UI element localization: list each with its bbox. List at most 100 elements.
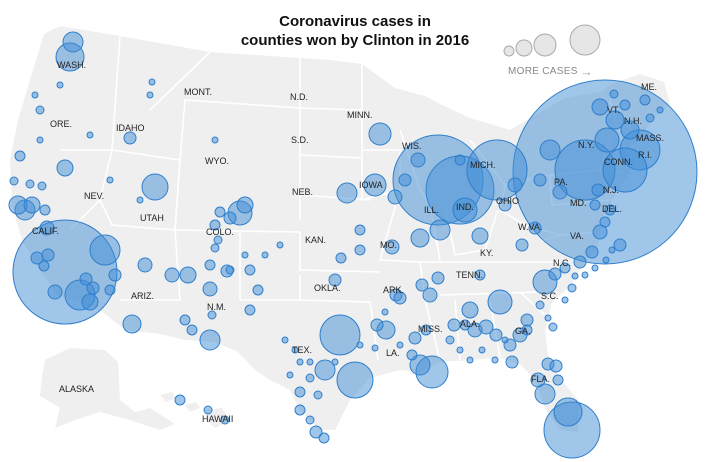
state-label: ME.: [641, 82, 657, 92]
case-bubble: [456, 346, 464, 354]
state-label: DEL.: [602, 204, 622, 214]
state-label: N.D.: [290, 92, 308, 102]
case-bubble: [213, 235, 223, 245]
state-label: CONN.: [604, 157, 633, 167]
state-label: PA.: [554, 177, 568, 187]
legend-arrow: →: [580, 64, 593, 79]
title-line-2: counties won by Clinton in 2016: [240, 32, 470, 49]
state-label: N.M.: [207, 302, 226, 312]
hawaii-island-2: [185, 402, 200, 412]
case-bubble: [571, 272, 579, 280]
case-bubble: [520, 313, 534, 327]
hawaii-island-1: [160, 392, 176, 402]
case-bubble: [594, 127, 620, 153]
case-bubble: [498, 198, 512, 212]
case-bubble: [608, 246, 616, 254]
case-bubble: [544, 314, 552, 322]
case-bubble: [294, 404, 306, 416]
case-bubble: [459, 319, 471, 331]
state-border-line: [299, 299, 379, 361]
case-bubble: [478, 346, 486, 354]
case-bubble: [199, 329, 221, 351]
case-bubble: [602, 256, 610, 264]
case-bubble: [487, 289, 513, 315]
case-bubble: [79, 272, 93, 286]
case-bubble: [207, 310, 217, 320]
case-bubble: [86, 131, 94, 139]
state-label: IND.: [456, 202, 474, 212]
case-bubble: [236, 196, 254, 214]
case-bubble: [620, 120, 640, 140]
case-bubble: [528, 221, 542, 235]
case-bubble: [319, 314, 361, 356]
case-bubble: [478, 319, 494, 335]
case-bubble: [106, 176, 114, 184]
case-bubble: [589, 199, 601, 211]
case-bubble: [203, 405, 213, 415]
case-bubble: [471, 227, 489, 245]
alaska-landmass: [40, 348, 175, 430]
state-label: CALIF.: [32, 226, 59, 236]
case-bubble: [41, 248, 55, 262]
case-bubble: [534, 383, 556, 405]
case-bubble: [86, 281, 100, 295]
case-bubble: [396, 341, 404, 349]
case-bubble: [363, 173, 387, 197]
state-label: S.D.: [291, 135, 309, 145]
case-bubble: [81, 293, 99, 311]
case-bubble: [466, 356, 474, 364]
case-bubble: [491, 356, 499, 364]
case-bubble: [452, 197, 478, 223]
state-label: ALA.: [460, 319, 480, 329]
case-bubble: [645, 113, 655, 123]
case-bubble: [354, 224, 366, 236]
case-bubble: [56, 81, 64, 89]
state-border-line: [519, 291, 546, 316]
case-bubble: [539, 139, 561, 161]
case-bubble: [530, 372, 546, 388]
state-label: IDAHO: [116, 123, 145, 133]
legend-label: MORE CASES: [508, 66, 578, 77]
case-bubble: [505, 355, 519, 369]
case-bubble: [209, 219, 221, 231]
case-bubble: [581, 271, 589, 279]
state-label: WASH.: [57, 60, 86, 70]
case-bubble: [305, 373, 315, 383]
state-label: OHIO: [496, 196, 519, 206]
state-label: WIS.: [402, 141, 422, 151]
case-bubbles: [8, 31, 698, 459]
case-bubble: [410, 228, 430, 248]
state-label: LA.: [386, 348, 400, 358]
state-label: MO.: [380, 240, 397, 250]
case-bubble: [335, 252, 347, 264]
case-bubble: [422, 287, 438, 303]
chart-title: Coronavirus cases in counties won by Cli…: [230, 12, 480, 50]
case-bubble: [420, 324, 432, 336]
state-label: TENN.: [456, 270, 483, 280]
case-bubble: [521, 324, 533, 336]
case-bubble: [210, 243, 220, 253]
case-bubble: [62, 31, 84, 53]
case-bubble: [592, 224, 608, 240]
state-border-line: [424, 299, 441, 361]
case-bubble: [38, 260, 50, 272]
case-bubble: [381, 308, 389, 316]
title-line-1: Coronavirus cases in: [279, 13, 431, 30]
case-bubble: [314, 359, 336, 381]
case-bubble: [552, 374, 564, 386]
case-bubble: [220, 415, 230, 425]
case-bubble: [281, 336, 289, 344]
case-bubble: [354, 244, 366, 256]
case-bubble: [585, 245, 599, 259]
case-bubble: [39, 204, 51, 216]
state-label: ALASKA: [59, 384, 94, 394]
case-bubble: [599, 216, 611, 228]
case-bubble: [591, 183, 605, 197]
case-bubble: [561, 296, 569, 304]
case-bubble: [613, 238, 627, 252]
case-bubble: [204, 259, 216, 271]
case-bubble: [164, 267, 180, 283]
case-bubble: [328, 273, 342, 287]
case-bubble: [174, 394, 186, 406]
state-border-line: [120, 229, 181, 301]
